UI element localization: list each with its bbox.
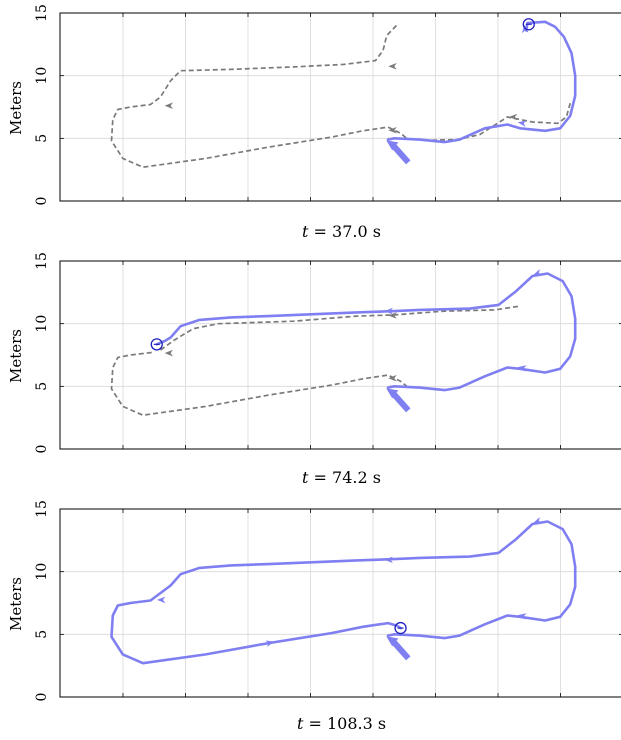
direction-arrowhead: [508, 113, 518, 121]
direction-arrowhead: [388, 374, 397, 382]
start-pose-arrow: [390, 390, 411, 413]
direction-arrowhead: [533, 269, 543, 276]
direction-arrowhead: [164, 102, 173, 109]
start-pose-arrowhead: [386, 636, 399, 647]
series-current-path: [110, 520, 577, 665]
caption-value: = 37.0 s: [313, 222, 381, 241]
series-current-path: [155, 272, 577, 392]
caption-variable: t: [302, 222, 309, 241]
series-previous-path: [110, 24, 408, 169]
series-previous-path: [431, 102, 572, 142]
y-axis-label: Meters: [7, 577, 25, 631]
current-position-marker: [150, 338, 163, 351]
start-pose-arrowhead: [386, 140, 399, 151]
caption-variable: t: [296, 714, 304, 733]
start-pose-arrow: [390, 142, 411, 165]
panel-3: Meters 0 5 10 15: [7, 500, 621, 702]
panel-1-caption: t = 37.0 s: [60, 222, 621, 241]
current-position-marker: [522, 18, 535, 31]
y-tick-label: 0: [34, 197, 50, 206]
plot-frame: [59, 508, 621, 698]
direction-arrowhead: [388, 312, 397, 319]
direction-arrowhead: [388, 63, 397, 70]
series-previous-path: [160, 305, 521, 351]
y-tick-label: 15: [34, 500, 50, 518]
direction-arrowhead: [533, 517, 543, 524]
panel-1: Meters 0 5 10 15: [7, 4, 621, 206]
caption-value: = 108.3 s: [308, 714, 387, 733]
direction-arrowhead: [517, 613, 527, 620]
y-tick-label: 0: [34, 693, 50, 702]
plot-frame: [59, 12, 621, 202]
y-tick-label: 0: [34, 445, 50, 454]
y-axis-label: Meters: [7, 329, 25, 383]
y-tick-label: 5: [34, 382, 50, 391]
caption-value: = 74.2 s: [313, 468, 381, 487]
y-tick-label: 10: [34, 563, 50, 581]
direction-arrowhead: [384, 307, 393, 315]
caption-variable: t: [302, 468, 309, 487]
direction-arrowhead: [164, 349, 173, 357]
start-pose-arrowhead: [386, 388, 399, 399]
series-previous-path: [110, 351, 408, 417]
plot-frame: [59, 260, 621, 450]
direction-arrowhead: [517, 120, 527, 127]
direction-arrowhead: [265, 640, 275, 647]
y-tick-label: 5: [34, 630, 50, 639]
start-pose-arrow: [390, 638, 411, 661]
y-tick-label: 10: [34, 67, 50, 85]
panel-2-caption: t = 74.2 s: [60, 468, 621, 487]
direction-arrowhead: [517, 365, 527, 372]
panel-3-caption: t = 108.3 s: [60, 714, 621, 733]
y-tick-label: 5: [34, 134, 50, 143]
y-axis-label: Meters: [7, 81, 25, 135]
panel-2: Meters 0 5 10 15: [7, 252, 621, 454]
y-tick-label: 10: [34, 315, 50, 333]
y-tick-label: 15: [34, 4, 50, 22]
direction-arrowhead: [157, 596, 166, 604]
direction-arrowhead: [388, 126, 397, 134]
series-current-path: [386, 20, 577, 144]
current-position-marker: [394, 621, 407, 635]
direction-arrowhead: [384, 556, 393, 564]
y-tick-label: 15: [34, 252, 50, 270]
